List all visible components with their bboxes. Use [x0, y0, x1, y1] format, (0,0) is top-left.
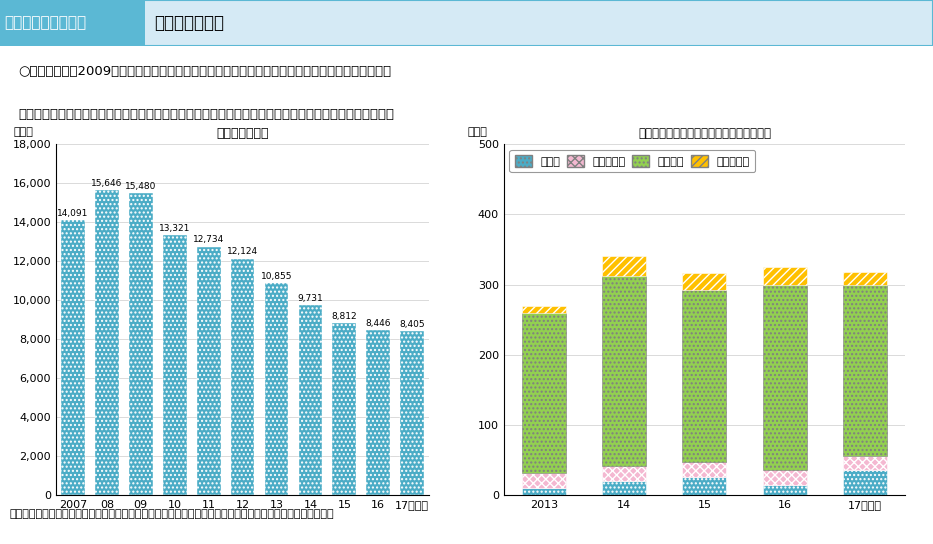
Text: 15,646: 15,646	[91, 179, 122, 188]
Text: ○　倒産件数は2009年以降減少が続いている。ただし、このうち人手不足関連倒産について要因別: ○ 倒産件数は2009年以降減少が続いている。ただし、このうち人手不足関連倒産に…	[19, 65, 392, 78]
Bar	[265, 283, 288, 495]
Bar	[602, 481, 647, 495]
Text: 資料出所　（株）東京商工リサーチ「全国企業倒産状況」をもとに厚生労働省労働政策担当参事官室にて作成: 資料出所 （株）東京商工リサーチ「全国企業倒産状況」をもとに厚生労働省労働政策担…	[9, 509, 334, 519]
Bar	[602, 256, 647, 276]
Bar	[842, 272, 887, 285]
Text: 8,405: 8,405	[399, 320, 425, 329]
Text: 倒産企業の状況: 倒産企業の状況	[154, 14, 224, 32]
Text: 9,731: 9,731	[298, 294, 324, 303]
Bar	[682, 290, 727, 462]
Bar	[95, 190, 118, 495]
Bar	[842, 285, 887, 456]
Title: 倒産件数の推移: 倒産件数の推移	[216, 127, 269, 140]
Title: 要因別でみた人手不足関連倒産件数の推移: 要因別でみた人手不足関連倒産件数の推移	[638, 127, 771, 140]
Bar	[0, 0, 145, 46]
Bar	[163, 236, 187, 495]
Bar	[522, 306, 566, 313]
Text: 8,446: 8,446	[366, 319, 391, 328]
Bar	[682, 462, 727, 478]
Bar	[762, 485, 807, 495]
Bar	[602, 276, 647, 466]
Bar	[762, 471, 807, 485]
Text: 12,734: 12,734	[193, 236, 224, 244]
Bar	[400, 331, 425, 495]
Text: 第１－（１）－８図: 第１－（１）－８図	[5, 16, 87, 30]
Bar	[230, 259, 255, 495]
Bar	[762, 267, 807, 285]
Bar	[332, 323, 356, 495]
Text: （件）: （件）	[13, 127, 33, 137]
Bar	[522, 473, 566, 488]
Bar	[522, 313, 566, 473]
Text: 15,480: 15,480	[125, 182, 157, 191]
Bar	[682, 273, 727, 290]
Text: 12,124: 12,124	[227, 248, 258, 256]
Text: でみると、「後継者難」型が大半を占める中、「求人難」型における倒産件数がやや増加している。: でみると、「後継者難」型が大半を占める中、「求人難」型における倒産件数がやや増加…	[19, 108, 395, 121]
Bar	[367, 330, 390, 495]
Bar	[522, 488, 566, 495]
Legend: 求人難, 従業員退職, 後継者難, 人件費高騰: 求人難, 従業員退職, 後継者難, 人件費高騰	[509, 150, 756, 172]
Bar	[197, 247, 220, 495]
Bar	[61, 220, 85, 495]
Bar	[762, 285, 807, 471]
Bar	[129, 193, 153, 495]
Bar	[842, 471, 887, 495]
Bar	[842, 456, 887, 471]
Text: 13,321: 13,321	[159, 224, 190, 233]
Bar	[299, 305, 322, 495]
Text: （件）: （件）	[467, 127, 488, 137]
Text: 10,855: 10,855	[260, 272, 292, 281]
Bar	[602, 466, 647, 481]
Bar	[682, 478, 727, 495]
Text: 8,812: 8,812	[331, 312, 357, 321]
Text: 14,091: 14,091	[57, 209, 89, 218]
